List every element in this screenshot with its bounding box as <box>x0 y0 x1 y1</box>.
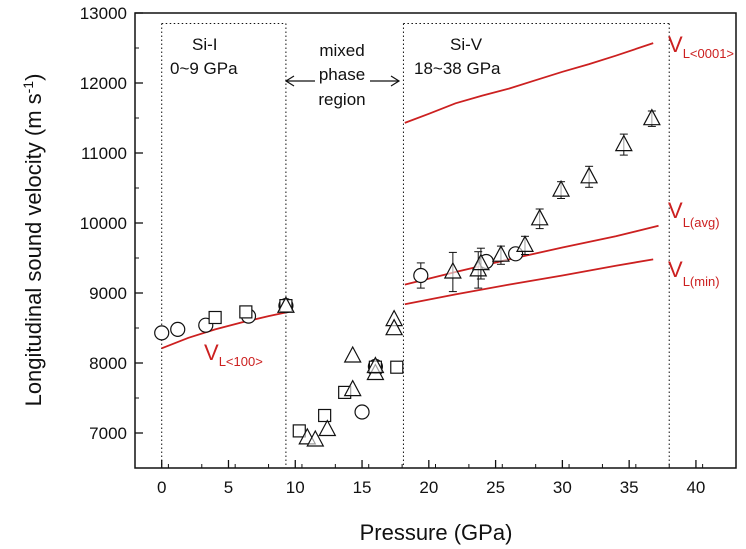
y-tick-label: 9000 <box>89 284 127 303</box>
y-tick-label: 8000 <box>89 354 127 373</box>
mixed-label-2: phase <box>319 65 365 84</box>
triangle-marker <box>530 208 549 226</box>
y-tick-label: 12000 <box>80 74 127 93</box>
circle-marker <box>170 321 186 337</box>
y-tick-label: 11000 <box>81 144 127 163</box>
triangle-marker <box>580 166 599 184</box>
triangle-marker <box>443 261 462 279</box>
triangle-marker <box>491 244 510 262</box>
x-tick-label: 5 <box>224 478 233 497</box>
triangle-marker <box>343 379 362 397</box>
curve-v0001 <box>404 42 654 124</box>
triangle-marker <box>318 419 337 437</box>
curve-label-vmin: VL(min) <box>668 257 720 289</box>
x-tick-label: 30 <box>553 478 572 497</box>
y-axis-ticks: 7000 8000 9000 10000 11000 12000 13000 <box>80 4 143 469</box>
mixed-label-1: mixed <box>319 41 364 60</box>
x-tick-label: 15 <box>353 478 372 497</box>
phase-boundaries <box>161 23 670 468</box>
triangle-marker <box>515 235 534 252</box>
y-tick-label: 10000 <box>80 214 127 233</box>
triangle-marker <box>642 108 661 126</box>
triangle-marker <box>306 429 325 447</box>
curve-v100 <box>161 311 289 350</box>
square-marker <box>318 408 332 423</box>
si5-range: 18~38 GPa <box>414 59 501 78</box>
triangle-marker <box>471 253 490 271</box>
y-axis-title: Longitudinal sound velocity (m s-1) <box>20 74 46 407</box>
si1-range: 0~9 GPa <box>170 59 238 78</box>
curve-label-v100: VL<100> <box>204 340 263 369</box>
triangle-marker <box>276 296 295 313</box>
square-marker <box>390 360 404 374</box>
circle-marker <box>354 404 370 420</box>
velocity-curves <box>161 42 659 350</box>
curve-label-v0001: VL<0001> <box>668 32 734 61</box>
x-tick-label: 10 <box>286 478 305 497</box>
mixed-region-arrow <box>284 75 401 87</box>
data-points <box>154 108 661 447</box>
plot-frame <box>134 12 737 469</box>
curve-vavg <box>404 224 659 286</box>
y-tick-label: 7000 <box>89 424 127 443</box>
circle-marker <box>154 325 170 341</box>
triangle-marker <box>552 179 571 197</box>
square-marker <box>208 310 222 325</box>
si5-name: Si-V <box>450 35 483 54</box>
mixed-label-3: region <box>318 90 365 109</box>
x-tick-label: 0 <box>157 478 166 497</box>
square-marker <box>292 424 306 438</box>
x-tick-label: 20 <box>419 478 438 497</box>
x-axis-title: Pressure (GPa) <box>360 520 513 545</box>
si1-name: Si-I <box>192 35 218 54</box>
circle-marker <box>413 267 429 284</box>
x-tick-label: 35 <box>620 478 639 497</box>
x-axis-ticks: 0 5 10 15 20 25 30 35 40 <box>134 460 737 497</box>
triangle-marker <box>343 345 362 363</box>
triangle-marker <box>614 134 633 152</box>
y-tick-label: 13000 <box>80 4 127 23</box>
curve-vmin <box>404 258 654 306</box>
curve-label-vavg: VL(avg) <box>668 198 720 230</box>
x-tick-label: 25 <box>486 478 505 497</box>
square-marker <box>239 305 253 319</box>
triangle-marker <box>385 318 404 336</box>
triangle-marker <box>366 356 385 374</box>
x-tick-label: 40 <box>686 478 705 497</box>
